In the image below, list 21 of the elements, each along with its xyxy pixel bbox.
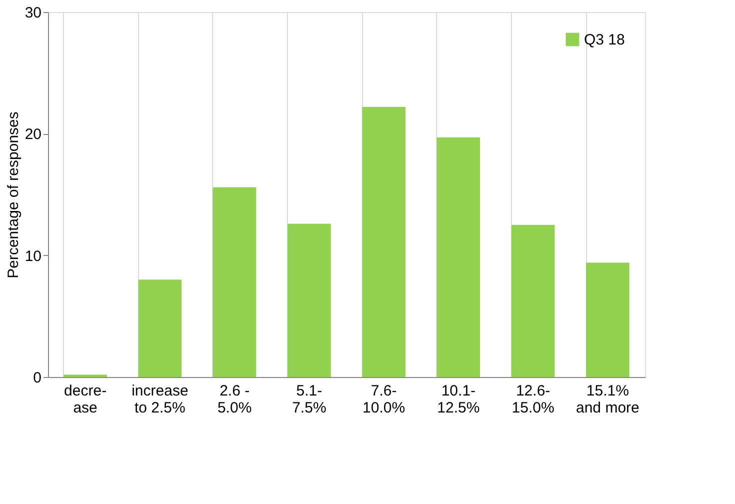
legend-label: Q3 18 <box>584 32 625 48</box>
x-tick-label: 15.1% and more <box>576 382 640 416</box>
x-tick-label: increase to 2.5% <box>132 382 188 416</box>
y-tick-label: 30 <box>24 4 42 22</box>
x-tick-label: 12.6- 15.0% <box>512 382 554 416</box>
bar <box>212 187 256 377</box>
x-tick-label: 2.6 - 5.0% <box>217 382 252 416</box>
bar <box>362 106 406 377</box>
y-tick-label: 20 <box>24 126 42 144</box>
y-tick-label: 10 <box>24 248 42 265</box>
bar <box>586 262 630 377</box>
x-tick-label: 10.1- 12.5% <box>437 382 480 416</box>
x-tick-label: 7.6- 10.0% <box>362 382 406 416</box>
y-axis-title: Percentage of responses <box>4 112 22 278</box>
x-tick-label: 5.1- 7.5% <box>292 382 326 416</box>
bar <box>138 280 182 377</box>
bar <box>511 224 555 377</box>
bar <box>288 224 331 377</box>
y-tick-label: 0 <box>33 370 42 386</box>
bar <box>436 137 480 377</box>
x-tick-label: decre- ase <box>64 382 107 416</box>
